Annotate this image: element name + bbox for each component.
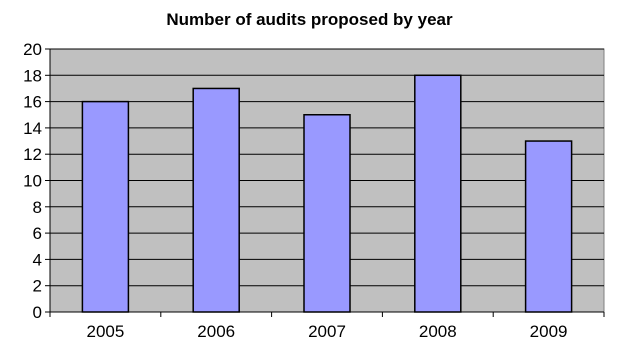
x-tick-label: 2009 — [530, 322, 568, 341]
y-tick-label: 16 — [23, 93, 42, 112]
y-tick-label: 20 — [23, 40, 42, 59]
bar-2009 — [524, 140, 573, 313]
plot-area: 0 2 4 6 8 10 12 14 16 18 20 2005 2006 2007 2008 2009 — [23, 40, 605, 341]
x-tick-label: 2005 — [86, 322, 124, 341]
y-tick-label: 0 — [33, 303, 42, 322]
y-tick-label: 10 — [23, 172, 42, 191]
x-tick-label: 2007 — [308, 322, 346, 341]
x-tick-label: 2008 — [419, 322, 457, 341]
y-tick-label: 2 — [33, 277, 42, 296]
bar-2008 — [414, 74, 462, 313]
y-tick-label: 14 — [23, 119, 42, 138]
y-tick-label: 4 — [33, 250, 42, 269]
chart-title: Number of audits proposed by year — [166, 10, 453, 29]
x-tick-label: 2006 — [197, 322, 235, 341]
y-tick-label: 18 — [23, 66, 42, 85]
bar-2007 — [303, 114, 351, 313]
y-tick-label: 8 — [33, 198, 42, 217]
y-tick-label: 12 — [23, 145, 42, 164]
bar-2005 — [81, 100, 130, 313]
bar-2006 — [192, 87, 240, 313]
y-tick-label: 6 — [33, 224, 42, 243]
